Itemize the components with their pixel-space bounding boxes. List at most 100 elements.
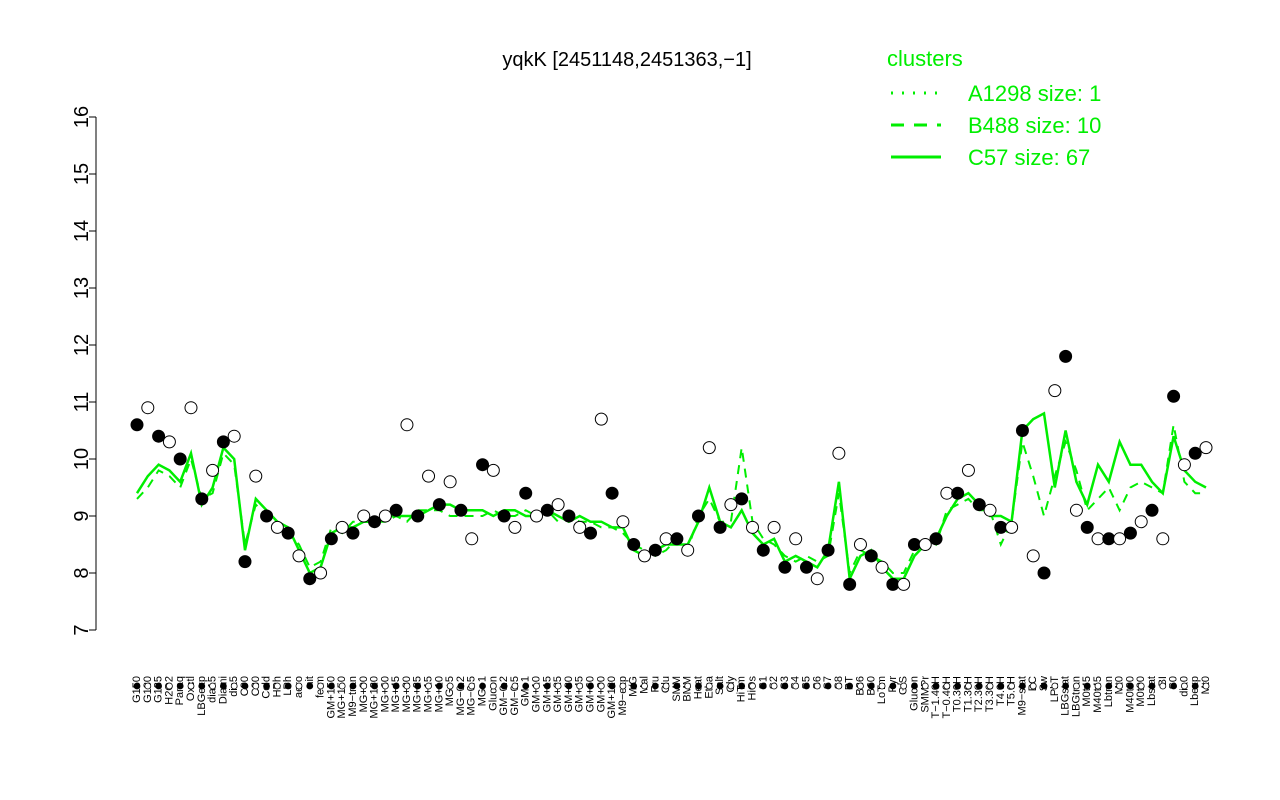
data-point (476, 458, 490, 472)
x-tick-label: T5.0H (1006, 676, 1018, 706)
x-tick-marker (1170, 682, 1178, 690)
x-tick-marker (803, 682, 810, 690)
y-axis: 7 8 9 10 11 12 13 14 15 16 (71, 106, 97, 636)
data-point (745, 520, 759, 534)
data-point (994, 520, 1008, 534)
y-tick-label: 15 (71, 163, 93, 185)
data-point (1134, 515, 1148, 529)
x-tick-marker (781, 682, 789, 690)
data-point (886, 577, 900, 591)
data-point (465, 532, 479, 546)
data-point (486, 463, 500, 477)
x-tick-marker (198, 682, 206, 690)
x-tick-marker (878, 682, 886, 690)
x-tick-marker (1148, 682, 1156, 690)
x-tick-marker (155, 682, 162, 690)
x-tick-marker (727, 682, 735, 690)
data-point (292, 549, 306, 563)
x-tick-marker (813, 682, 821, 690)
x-tick-marker (824, 682, 832, 690)
data-point (670, 532, 684, 546)
data-point (540, 503, 554, 517)
data-point (1080, 520, 1094, 534)
x-tick-label: Diami (217, 676, 229, 704)
x-tick-label: G150 (131, 676, 143, 703)
x-tick-marker (716, 682, 724, 690)
data-point (929, 532, 943, 546)
x-tick-label: nit (304, 676, 316, 688)
data-point (378, 509, 392, 523)
x-tick-marker (1181, 682, 1188, 690)
data-point (778, 560, 792, 574)
data-point (206, 463, 220, 477)
x-tick-label: dia15 (207, 676, 219, 703)
x-tick-label: T4.0H (995, 676, 1007, 706)
data-point (1026, 549, 1040, 563)
x-tick-label: LoTm (876, 676, 888, 704)
x-tick-marker (1019, 682, 1026, 690)
data-point (1069, 503, 1083, 517)
data-point (238, 555, 252, 569)
data-point (897, 577, 911, 591)
x-tick-label: Lbexp (1189, 676, 1201, 706)
x-tick-marker (1105, 682, 1113, 690)
data-point (983, 503, 997, 517)
data-point (961, 463, 975, 477)
data-point (551, 498, 565, 512)
data-point (1059, 349, 1073, 363)
x-tick-marker (273, 682, 281, 690)
x-tick-marker (673, 682, 681, 690)
data-point (141, 401, 155, 415)
x-tick-marker (511, 682, 519, 690)
data-point (1145, 503, 1159, 517)
data-point (832, 446, 846, 460)
data-point (638, 549, 652, 563)
x-tick-marker (846, 682, 854, 690)
data-point (659, 532, 673, 546)
data-point (1199, 441, 1213, 455)
x-tick-label: M0t45 (1081, 676, 1093, 707)
data-point (281, 526, 295, 540)
x-tick-marker (252, 682, 260, 690)
data-point (1177, 458, 1191, 472)
y-tick-label: 16 (71, 106, 93, 128)
x-tick-marker (263, 682, 270, 690)
x-tick-marker (338, 682, 346, 690)
data-point (508, 520, 522, 534)
data-point (216, 435, 230, 449)
x-tick-marker (565, 682, 573, 690)
y-tick-label: 7 (71, 624, 93, 635)
data-point (875, 560, 889, 574)
x-tick-marker (759, 682, 767, 690)
data-point (951, 486, 965, 500)
data-point (1113, 532, 1127, 546)
x-tick-marker (1116, 682, 1124, 690)
data-point (519, 486, 533, 500)
legend-label: C57 size: 67 (968, 145, 1090, 170)
data-point (162, 435, 176, 449)
x-tick-marker (468, 682, 476, 690)
legend-label: A1298 size: 1 (968, 81, 1101, 106)
data-point (767, 520, 781, 534)
data-point (1156, 532, 1170, 546)
x-tick-marker (187, 682, 195, 690)
x-tick-marker (176, 682, 184, 690)
data-point (443, 475, 457, 489)
data-point (260, 509, 274, 523)
x-tick-marker (1008, 682, 1016, 690)
data-point (357, 509, 371, 523)
x-tick-label: M0t90 (1135, 676, 1147, 707)
data-point (594, 412, 608, 426)
y-tick-label: 9 (71, 510, 93, 521)
x-tick-marker (414, 682, 422, 690)
data-point (335, 520, 349, 534)
x-tick-label: H2O2 (163, 676, 175, 705)
data-point (648, 543, 662, 557)
x-tick-marker (349, 682, 357, 690)
data-point (314, 566, 328, 580)
x-tick-marker (209, 682, 216, 690)
data-point (756, 543, 770, 557)
x-tick-marker (651, 682, 659, 690)
data-point (184, 401, 198, 415)
